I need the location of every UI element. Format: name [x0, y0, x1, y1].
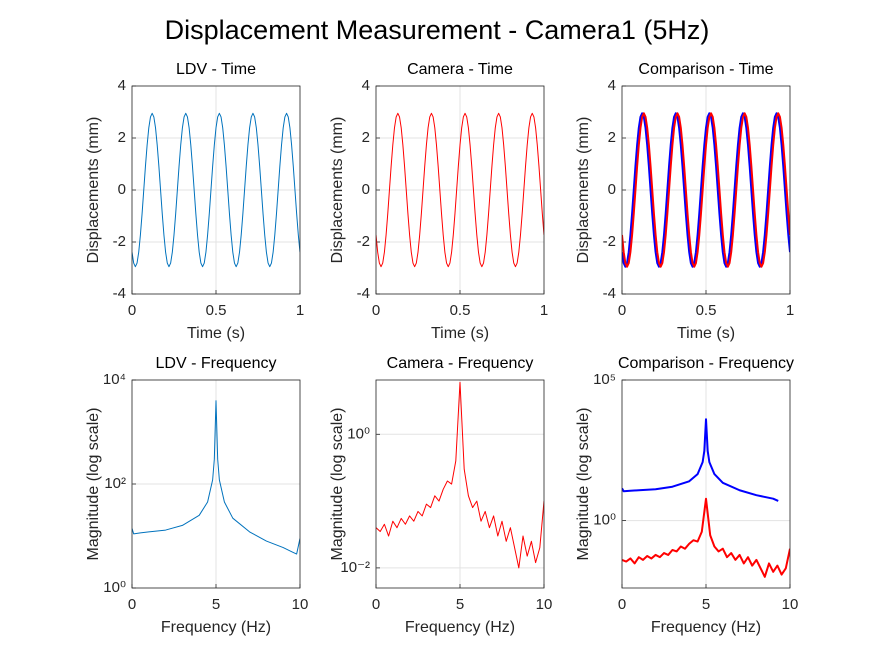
y-tick-label: 0 [118, 181, 126, 198]
y-tick-label: -2 [603, 233, 616, 250]
subplot-title: Comparison - Frequency [618, 355, 794, 372]
data-line [622, 112, 790, 268]
subplot-title: Comparison - Time [638, 61, 773, 78]
x-axis-label: Time (s) [187, 325, 245, 342]
x-tick-label: 10 [292, 596, 309, 613]
x-axis-label: Frequency (Hz) [161, 619, 271, 636]
x-tick-label: 10 [536, 596, 553, 613]
y-tick-label: 0 [362, 181, 370, 198]
x-tick-label: 0 [128, 302, 136, 319]
y-tick-label: 10⁰ [347, 425, 370, 442]
y-tick-label: 2 [608, 129, 616, 146]
x-tick-label: 0 [618, 302, 626, 319]
y-tick-label: -2 [357, 233, 370, 250]
x-tick-label: 0.5 [450, 302, 471, 319]
axes-frame [375, 379, 545, 589]
y-tick-label: -4 [357, 285, 370, 302]
data-line [622, 112, 790, 268]
subplot: -4 -2 0 2 4 0 0.5 1 LDV - Time Time (s) Displaceme… [85, 61, 304, 342]
subplot-title: Camera - Frequency [387, 355, 534, 372]
subplot: 10⁻² 10⁰ 0 5 10 Camera - Frequency Frequency (… [329, 355, 552, 636]
y-tick-label: 10⁰ [103, 579, 126, 596]
y-tick-label: -4 [113, 285, 126, 302]
x-tick-label: 5 [212, 596, 220, 613]
subplot: -4 -2 0 2 4 0 0.5 1 Comparison - Time Time (s) Dis… [575, 61, 794, 342]
x-tick-label: 1 [540, 302, 548, 319]
data-line [622, 497, 790, 578]
y-tick-label: 4 [362, 77, 370, 94]
x-tick-label: 0.5 [206, 302, 227, 319]
y-axis-label: Displacements (mm) [85, 117, 102, 264]
x-tick-label: 1 [786, 302, 794, 319]
x-axis-label: Time (s) [431, 325, 489, 342]
x-axis-label: Frequency (Hz) [405, 619, 515, 636]
y-axis-label: Magnitude (log scale) [575, 408, 592, 561]
y-tick-label: 10² [104, 475, 126, 492]
y-tick-label: 4 [118, 77, 126, 94]
data-line [376, 112, 544, 268]
data-line [622, 418, 779, 502]
x-tick-label: 5 [456, 596, 464, 613]
subplot: 10⁰ 10² 10⁴ 0 5 10 LDV - Frequency Frequency (H… [85, 355, 308, 636]
y-axis-label: Displacements (mm) [575, 117, 592, 264]
y-tick-label: 10⁵ [593, 371, 616, 388]
data-line [376, 381, 544, 569]
subplot-title: Camera - Time [407, 61, 513, 78]
axes-frame [621, 85, 791, 295]
axes-frame [375, 85, 545, 295]
y-tick-label: 2 [362, 129, 370, 146]
x-tick-label: 0 [618, 596, 626, 613]
axes-frame [131, 85, 301, 295]
data-line [132, 112, 300, 268]
y-axis-label: Magnitude (log scale) [329, 408, 346, 561]
y-tick-label: 10⁻² [340, 559, 370, 576]
y-axis-label: Displacements (mm) [329, 117, 346, 264]
x-tick-label: 0 [128, 596, 136, 613]
y-tick-label: -4 [603, 285, 616, 302]
x-tick-label: 10 [782, 596, 799, 613]
subplot: -4 -2 0 2 4 0 0.5 1 Camera - Time Time (s) Displac… [329, 61, 548, 342]
subplot: 10⁰ 10⁵ 0 5 10 Comparison - Frequency Frequenc… [575, 355, 798, 636]
y-tick-label: 10⁴ [103, 371, 126, 388]
data-line [132, 400, 300, 555]
x-axis-label: Frequency (Hz) [651, 619, 761, 636]
x-tick-label: 0 [372, 596, 380, 613]
subplot-title: LDV - Time [176, 61, 256, 78]
x-tick-label: 0 [372, 302, 380, 319]
y-tick-label: 4 [608, 77, 616, 94]
axes-frame [131, 379, 301, 589]
y-tick-label: 10⁰ [593, 512, 616, 529]
figure-title: Displacement Measurement - Camera1 (5Hz) [165, 15, 710, 45]
x-tick-label: 5 [702, 596, 710, 613]
y-tick-label: -2 [113, 233, 126, 250]
x-tick-label: 1 [296, 302, 304, 319]
y-tick-label: 0 [608, 181, 616, 198]
axes-frame [621, 379, 791, 589]
y-tick-label: 2 [118, 129, 126, 146]
x-tick-label: 0.5 [696, 302, 717, 319]
y-axis-label: Magnitude (log scale) [85, 408, 102, 561]
subplot-title: LDV - Frequency [156, 355, 277, 372]
x-axis-label: Time (s) [677, 325, 735, 342]
